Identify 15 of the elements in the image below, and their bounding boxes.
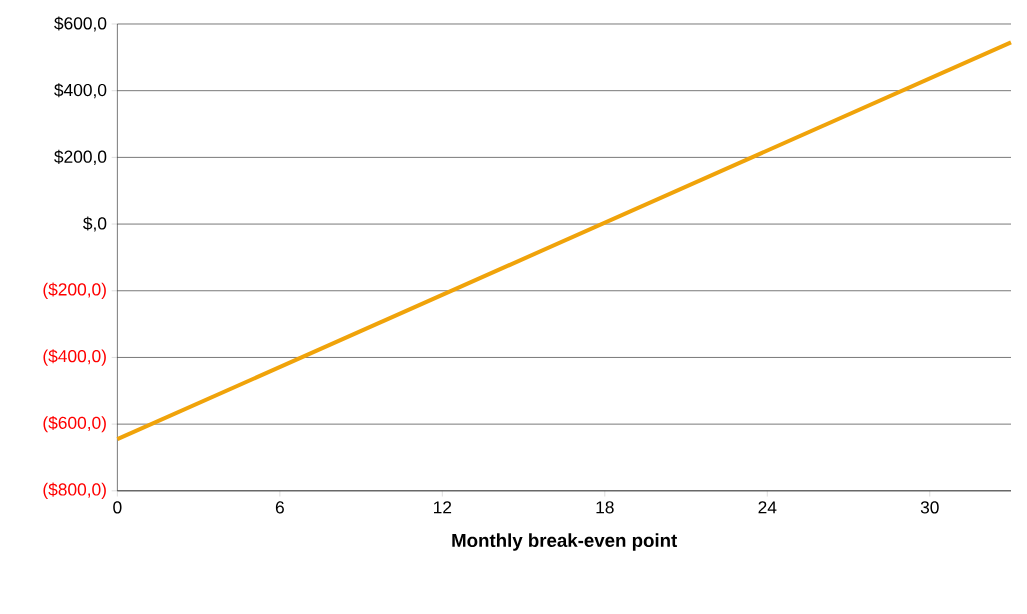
y-tick-label: ($800,0)	[43, 482, 106, 500]
x-tick-label: 18	[596, 501, 614, 514]
y-tick-label: $,0	[83, 216, 107, 232]
x-axis-title: Monthly break-even point	[452, 533, 678, 551]
y-tick-label: $200,0	[54, 150, 107, 166]
x-tick-label: 30	[920, 501, 939, 514]
x-tick-label: 0	[113, 501, 122, 514]
x-tick-label: 24	[758, 501, 777, 514]
y-tick-label: ($200,0)	[43, 282, 106, 300]
y-tick-label: $400,0	[54, 83, 107, 99]
y-tick-label: $600,0	[54, 16, 107, 32]
x-tick-label: 12	[434, 501, 452, 514]
x-tick-label: 6	[275, 501, 284, 514]
y-tick-label: ($600,0)	[43, 416, 106, 433]
y-tick-label: ($400,0)	[43, 349, 106, 366]
